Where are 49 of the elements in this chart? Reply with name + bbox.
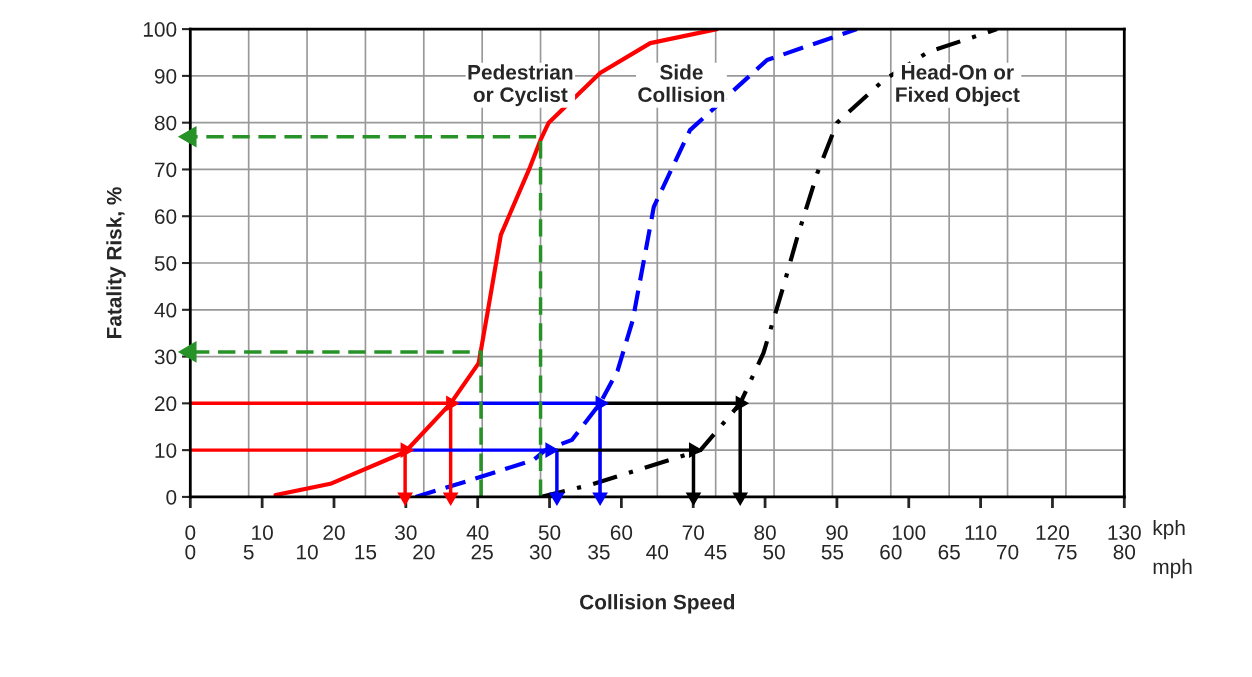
y-tick-label: 10 bbox=[155, 443, 177, 458]
x-tick-label: 75 bbox=[1055, 544, 1077, 560]
y-tick-label: 80 bbox=[154, 115, 177, 131]
x2-tick-label: 110 bbox=[965, 525, 997, 540]
text: mph bbox=[1153, 558, 1192, 579]
series-label: Side Collision bbox=[638, 64, 725, 103]
x-tick-label: 65 bbox=[938, 544, 960, 560]
x-tick-label: 30 bbox=[529, 544, 552, 560]
x-tick-label: 60 bbox=[880, 544, 902, 560]
y-tick-label: 30 bbox=[154, 349, 177, 365]
y-tick-label: 40 bbox=[154, 302, 177, 318]
x2-tick-label: 120 bbox=[1036, 525, 1070, 540]
y-tick-label: 50 bbox=[154, 256, 177, 271]
x2-tick-label: 20 bbox=[323, 525, 345, 540]
x-tick-label: 35 bbox=[588, 544, 610, 560]
x-tick-label: 0 bbox=[185, 544, 196, 560]
series-label: Head-On or Fixed Object bbox=[896, 64, 1020, 107]
x-tick-label: 5 bbox=[243, 544, 254, 560]
x-tick-label: 20 bbox=[413, 544, 435, 560]
x2-tick-label: 0 bbox=[185, 525, 196, 540]
x2-tick-label: 60 bbox=[610, 525, 633, 540]
x-tick-label: 25 bbox=[471, 544, 493, 560]
x2-tick-label: 80 bbox=[754, 525, 776, 540]
x2-tick-label: 130 bbox=[1108, 525, 1141, 540]
x2-tick-label: 40 bbox=[466, 525, 489, 540]
x2-tick-label: 10 bbox=[252, 525, 273, 540]
x-tick-label: 15 bbox=[355, 544, 377, 560]
x-tick-label: 45 bbox=[704, 544, 727, 560]
y-tick-label: 100 bbox=[143, 22, 177, 37]
y-tick-label: 70 bbox=[155, 162, 177, 178]
y-tick-label: 60 bbox=[155, 209, 177, 224]
x-tick-label: 40 bbox=[646, 544, 669, 560]
y-tick-label: 20 bbox=[154, 396, 177, 412]
x2-tick-label: 100 bbox=[892, 525, 926, 540]
x-tick-label: 55 bbox=[821, 544, 844, 560]
series-label: Pedestrian or Cyclist bbox=[468, 64, 573, 107]
x2-tick-label: 70 bbox=[682, 525, 704, 540]
x2-tick-label: 50 bbox=[538, 525, 561, 540]
x-tick-label: 50 bbox=[763, 544, 785, 560]
x2-tick-label: 30 bbox=[395, 525, 417, 540]
y-axis-title: Fatality Risk, % bbox=[106, 187, 126, 339]
text: kph bbox=[1153, 519, 1185, 540]
x-tick-label: 80 bbox=[1113, 544, 1136, 560]
x-tick-label: 70 bbox=[997, 544, 1019, 560]
y-tick-label: 0 bbox=[166, 489, 177, 505]
y-tick-label: 90 bbox=[154, 68, 177, 84]
x-tick-label: 10 bbox=[297, 544, 318, 560]
x-axis-title: Collision Speed bbox=[580, 594, 735, 614]
x2-tick-label: 90 bbox=[826, 525, 848, 540]
